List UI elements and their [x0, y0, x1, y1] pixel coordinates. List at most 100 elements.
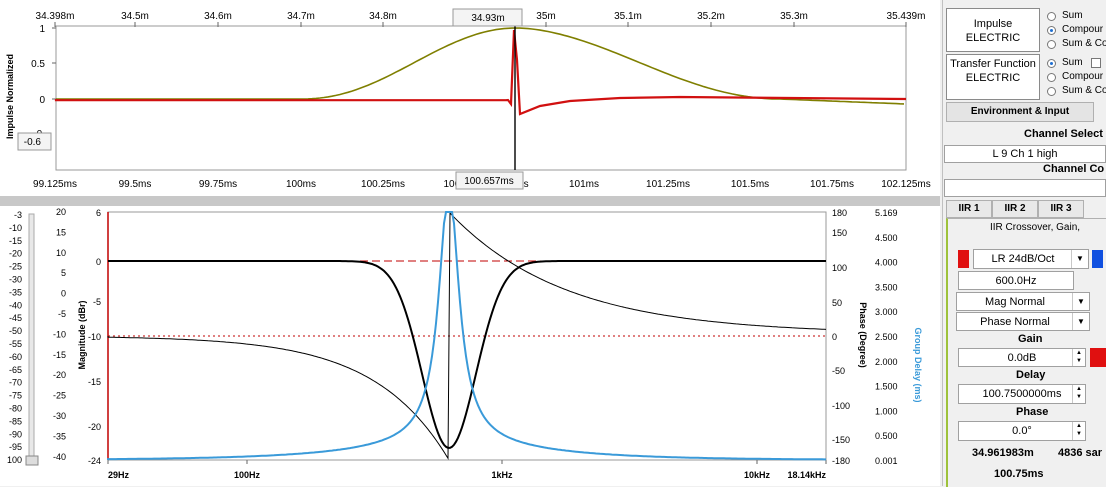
radio-sum[interactable]	[1047, 12, 1056, 21]
phase-tick: 150	[832, 228, 847, 238]
magnitude-tick: -10	[53, 329, 66, 339]
slider-tick: -95	[9, 442, 22, 452]
freq-plot-area	[107, 211, 827, 461]
impulse-top-tick: 34.8m	[369, 11, 397, 22]
phase-mode-select[interactable]: Phase Normal ▼	[956, 312, 1090, 331]
impulse-chart[interactable]: 34.398m 34.5m 34.6m 34.7m 34.8m 35m 35.1m 35.2m…	[0, 0, 940, 196]
group-delay-tick: 4.000	[875, 258, 898, 268]
phase-curve	[107, 211, 827, 461]
slider-tick: -55	[9, 339, 22, 349]
frequency-tick: 29Hz	[108, 470, 130, 480]
magnitude-tick: -25	[53, 391, 66, 401]
tab-iir-1[interactable]: IIR 1	[946, 200, 992, 218]
delay-field[interactable]: 100.7500000ms ▲ ▼	[958, 384, 1086, 404]
tab-environment-input[interactable]: Environment & Input	[946, 102, 1094, 122]
frequency-tick: 100Hz	[234, 470, 261, 480]
phase-axis-label: Phase (Degree)	[858, 302, 868, 368]
frequency-chart[interactable]: -3-10-15-20-25-30-35-40-45-50-55-60-65-7…	[0, 0, 940, 486]
radio-sum-co[interactable]	[1047, 40, 1056, 49]
tf-sum-checkbox[interactable]	[1091, 58, 1101, 68]
magnitude-inner-tick: -20	[88, 422, 101, 432]
chevron-down-icon: ▼	[1072, 313, 1089, 330]
magnitude-inner-tick: 0	[96, 257, 101, 267]
channel-select-label: Channel Select	[1024, 128, 1103, 140]
impulse-bottom-tick: 99.75ms	[199, 179, 237, 190]
magnitude-axis-label: Magnitude (dBr)	[77, 300, 87, 370]
tab-iir-2[interactable]: IIR 2	[992, 200, 1038, 218]
magnitude-tick: 10	[56, 248, 66, 258]
magnitude-curve	[108, 260, 826, 449]
phase-tick: 50	[832, 298, 842, 308]
time-readout: 100.75ms	[994, 468, 1044, 480]
impulse-y-tick: 0.5	[31, 59, 45, 70]
delay-label: Delay	[1016, 369, 1046, 381]
splitter-bar[interactable]	[0, 196, 940, 206]
gain-color-red[interactable]	[1090, 348, 1106, 367]
filter-frequency-field[interactable]: 600.0Hz	[958, 271, 1074, 290]
slider-tick: -80	[9, 404, 22, 414]
phase-tick: 180	[832, 208, 847, 218]
group-delay-tick: 2.500	[875, 332, 898, 342]
transfer-function-button[interactable]: Transfer Function ELECTRIC	[946, 54, 1040, 100]
radio-label: Sum & Co	[1062, 85, 1106, 96]
slider-tick: -3	[14, 210, 22, 220]
tab-environment-input-label: Environment & Input	[970, 106, 1070, 117]
magnitude-tick: -5	[58, 309, 66, 319]
group-delay-tick: 3.500	[875, 282, 898, 292]
slider-tick: -40	[9, 300, 22, 310]
mag-mode-select[interactable]: Mag Normal ▼	[956, 292, 1090, 311]
delay-value: 100.7500000ms	[982, 388, 1062, 400]
spinner-icon[interactable]: ▲ ▼	[1072, 349, 1085, 366]
magnitude-tick: 15	[56, 227, 66, 237]
radio-sum[interactable]	[1047, 59, 1056, 68]
spinner-icon[interactable]: ▲ ▼	[1072, 422, 1085, 440]
radio-compour[interactable]	[1047, 26, 1056, 35]
phase-tick: -180	[832, 456, 850, 466]
magnitude-inner-tick: -10	[88, 332, 101, 342]
impulse-bottom-tick: 99.125ms	[33, 179, 77, 190]
group-delay-tick: 0.001	[875, 456, 898, 466]
cursor-y-readout: -0.6	[24, 137, 42, 148]
level-slider-thumb[interactable]	[25, 455, 39, 466]
mag-mode-value: Mag Normal	[985, 296, 1045, 308]
channel-co-field[interactable]	[944, 179, 1106, 197]
impulse-bottom-tick: 101.5ms	[731, 179, 769, 190]
filter-color-red[interactable]	[958, 250, 969, 268]
impulse-bottom-tick: 101.25ms	[646, 179, 690, 190]
impulse-bottom-tick: 102.125ms	[881, 179, 930, 190]
phase-field[interactable]: 0.0° ▲ ▼	[958, 421, 1086, 441]
frequency-tick: 18.14kHz	[787, 470, 826, 480]
channel-co-label: Channel Co	[1043, 163, 1105, 175]
phase-tick: -50	[832, 366, 845, 376]
radio-label: Sum	[1062, 10, 1083, 21]
magnitude-tick: -40	[53, 452, 66, 462]
impulse-top-tick: 34.6m	[204, 11, 232, 22]
slider-tick: 100	[7, 455, 22, 465]
group-delay-tick: 5.169	[875, 208, 898, 218]
group-delay-tick: 2.000	[875, 357, 898, 367]
chevron-down-icon: ▼	[1071, 250, 1088, 268]
filter-color-blue[interactable]	[1092, 250, 1103, 268]
group-delay-tick: 1.000	[875, 406, 898, 416]
slider-tick: -45	[9, 313, 22, 323]
gain-field[interactable]: 0.0dB ▲ ▼	[958, 348, 1086, 367]
magnitude-inner-tick: -15	[88, 377, 101, 387]
filter-type-value: LR 24dB/Oct	[991, 253, 1055, 265]
impulse-top-tick: 34.398m	[36, 11, 75, 22]
radio-label: Compour	[1062, 24, 1104, 35]
radio-compour[interactable]	[1047, 73, 1056, 82]
phase-value: 0.0°	[1012, 425, 1032, 437]
channel-select-field[interactable]: L 9 Ch 1 high	[944, 145, 1106, 163]
radio-label: Sum	[1062, 57, 1083, 68]
radio-sum-co[interactable]	[1047, 87, 1056, 96]
impulse-bottom-tick: 101ms	[569, 179, 599, 190]
phase-tick: -100	[832, 401, 850, 411]
slider-tick: -15	[9, 236, 22, 246]
spinner-icon[interactable]: ▲ ▼	[1072, 385, 1085, 403]
filter-frequency-value: 600.0Hz	[995, 275, 1037, 287]
tab-iir-3[interactable]: IIR 3	[1038, 200, 1084, 218]
filter-type-select[interactable]: LR 24dB/Oct ▼	[973, 249, 1089, 269]
group-delay-tick: 0.500	[875, 431, 898, 441]
impulse-top-tick: 35.2m	[697, 11, 725, 22]
impulse-electric-button[interactable]: Impulse ELECTRIC	[946, 8, 1040, 52]
